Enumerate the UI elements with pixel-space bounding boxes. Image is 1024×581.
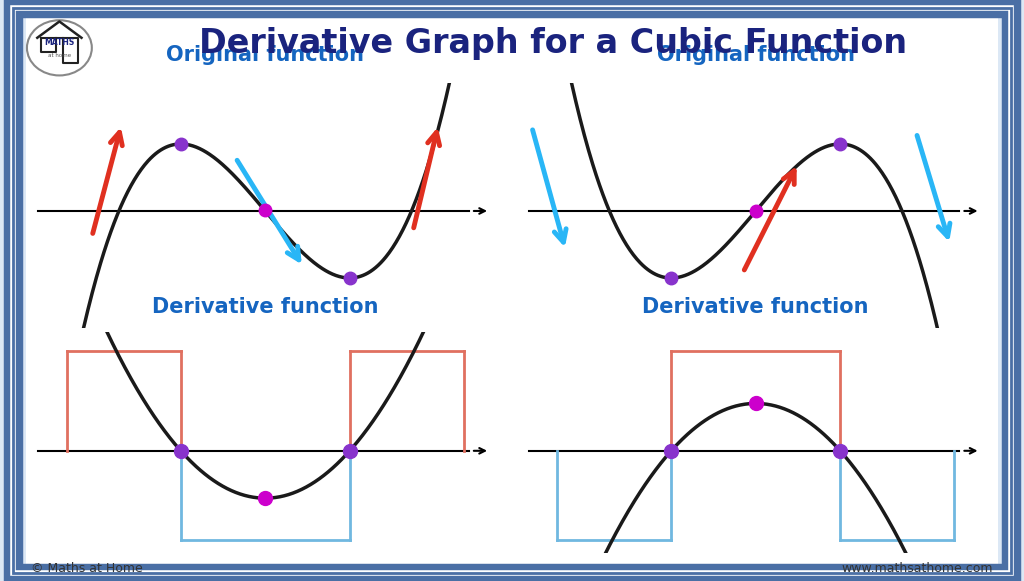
Text: Original function: Original function [656,45,855,65]
Text: Original function: Original function [166,45,365,65]
Text: www.mathsathome.com: www.mathsathome.com [842,562,993,575]
Circle shape [27,20,92,76]
Text: at home: at home [48,53,71,58]
Text: Derivative function: Derivative function [642,297,869,317]
Text: © Maths at Home: © Maths at Home [31,562,142,575]
Text: MATHS: MATHS [44,38,75,47]
Text: Derivative function: Derivative function [152,297,379,317]
Text: Derivative Graph for a Cubic Function: Derivative Graph for a Cubic Function [199,27,907,60]
